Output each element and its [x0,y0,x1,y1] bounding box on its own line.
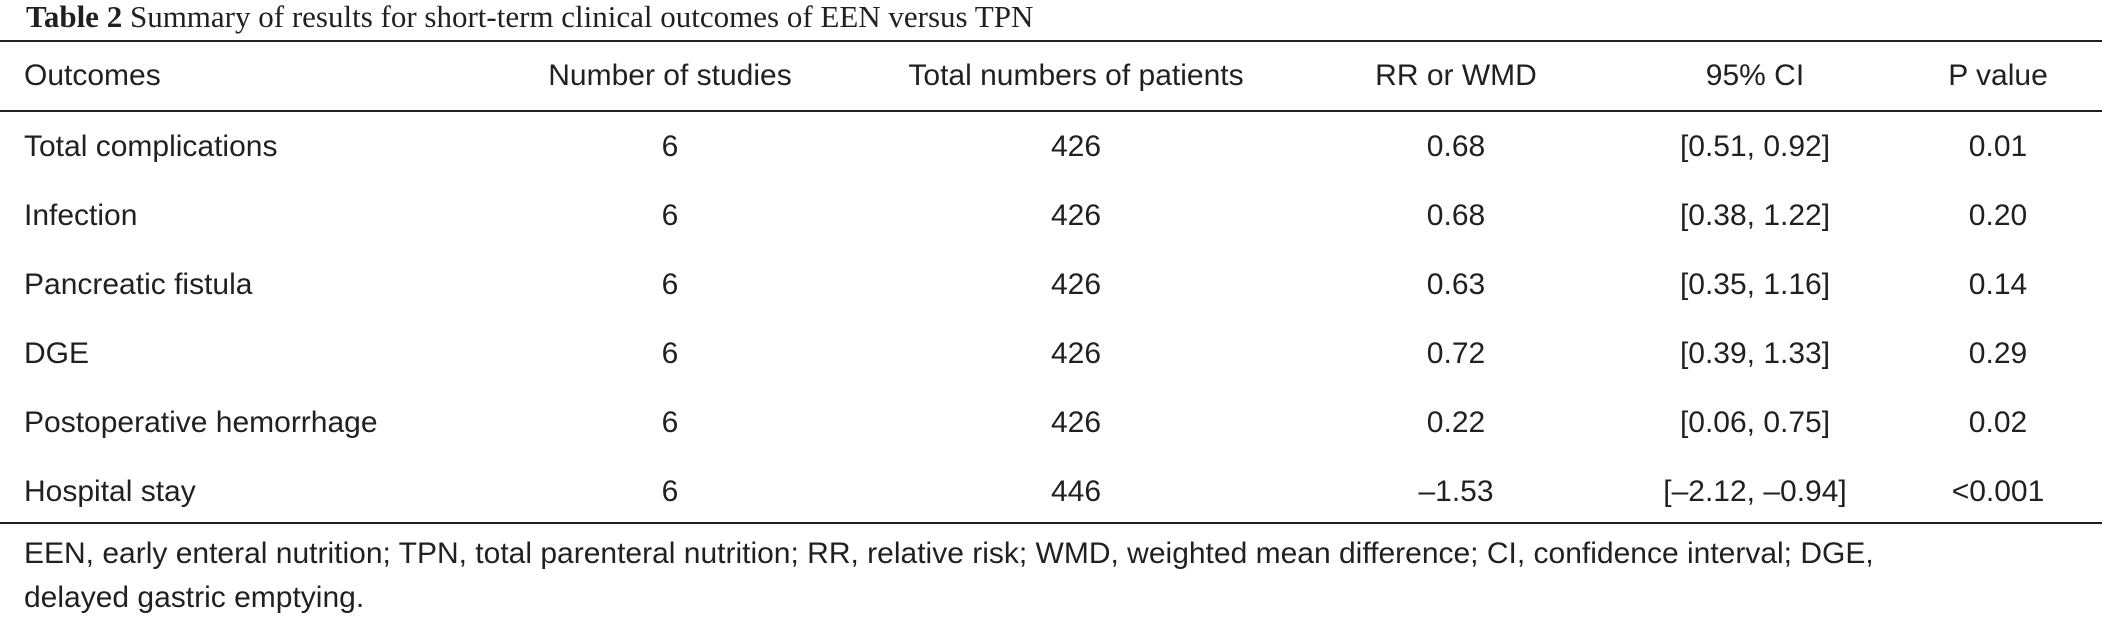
table-row: Infection 6 426 0.68 [0.38, 1.22] 0.20 [0,181,2102,250]
cell-ci: [–2.12, –0.94] [1663,474,1847,508]
cell-studies: 6 [661,198,679,232]
cell-rr-wmd: 0.72 [1426,336,1486,370]
table-row: Total complications 6 426 0.68 [0.51, 0.… [0,112,2102,181]
header-number-of-studies: Number of studies [548,59,792,92]
cell-p-value: 0.29 [1968,336,2028,370]
cell-outcome: Hospital stay [24,474,196,508]
cell-ci: [0.06, 0.75] [1679,405,1831,439]
table-row: Postoperative hemorrhage 6 426 0.22 [0.0… [0,388,2102,457]
table-row: Hospital stay 6 446 –1.53 [–2.12, –0.94]… [0,457,2102,526]
table-top-rule [0,40,2102,42]
footnote-line: delayed gastric emptying. [24,581,365,614]
table-bottom-rule [0,522,2102,524]
cell-ci: [0.51, 0.92] [1679,129,1831,163]
cell-p-value: 0.01 [1968,129,2028,163]
cell-ci: [0.39, 1.33] [1679,336,1831,370]
table-caption-text: Summary of results for short-term clinic… [129,0,1034,34]
header-95-ci: 95% CI [1705,59,1805,92]
cell-studies: 6 [661,336,679,370]
header-outcomes: Outcomes [24,59,161,92]
cell-outcome: Pancreatic fistula [24,267,253,301]
footnote-line: EEN, early enteral nutrition; TPN, total… [24,537,1874,570]
results-table: Outcomes Number of studies Total numbers… [0,42,2102,508]
cell-studies: 6 [661,267,679,301]
cell-outcome: Infection [24,198,138,232]
cell-outcome: Postoperative hemorrhage [24,405,378,439]
cell-studies: 6 [661,474,679,508]
cell-p-value: 0.20 [1968,198,2028,232]
cell-patients: 426 [1050,198,1102,232]
cell-studies: 6 [661,129,679,163]
header-p-value: P value [1948,59,2048,92]
cell-rr-wmd: 0.68 [1426,129,1486,163]
cell-rr-wmd: 0.22 [1426,405,1486,439]
cell-p-value: <0.001 [1951,474,2045,508]
cell-patients: 426 [1050,267,1102,301]
cell-patients: 446 [1050,474,1102,508]
cell-p-value: 0.14 [1968,267,2028,301]
cell-rr-wmd: –1.53 [1418,474,1494,508]
table-body: Total complications 6 426 0.68 [0.51, 0.… [0,112,2102,526]
cell-ci: [0.38, 1.22] [1679,198,1831,232]
cell-ci: [0.35, 1.16] [1679,267,1831,301]
cell-outcome: DGE [24,336,90,370]
cell-studies: 6 [661,405,679,439]
cell-outcome: Total complications [24,129,278,163]
header-total-patients: Total numbers of patients [908,59,1244,92]
table-row: DGE 6 426 0.72 [0.39, 1.33] 0.29 [0,319,2102,388]
cell-rr-wmd: 0.68 [1426,198,1486,232]
cell-rr-wmd: 0.63 [1426,267,1486,301]
header-rr-or-wmd: RR or WMD [1375,59,1537,92]
cell-patients: 426 [1050,129,1102,163]
table-header-row: Outcomes Number of studies Total numbers… [0,42,2102,110]
cell-patients: 426 [1050,336,1102,370]
table-caption: Table 2 Summary of results for short-ter… [26,0,1033,34]
table-row: Pancreatic fistula 6 426 0.63 [0.35, 1.1… [0,250,2102,319]
table-footnote: EEN, early enteral nutrition; TPN, total… [24,532,2084,620]
cell-p-value: 0.02 [1968,405,2028,439]
table-caption-label: Table 2 [26,0,123,34]
cell-patients: 426 [1050,405,1102,439]
table-header-rule [0,110,2102,112]
